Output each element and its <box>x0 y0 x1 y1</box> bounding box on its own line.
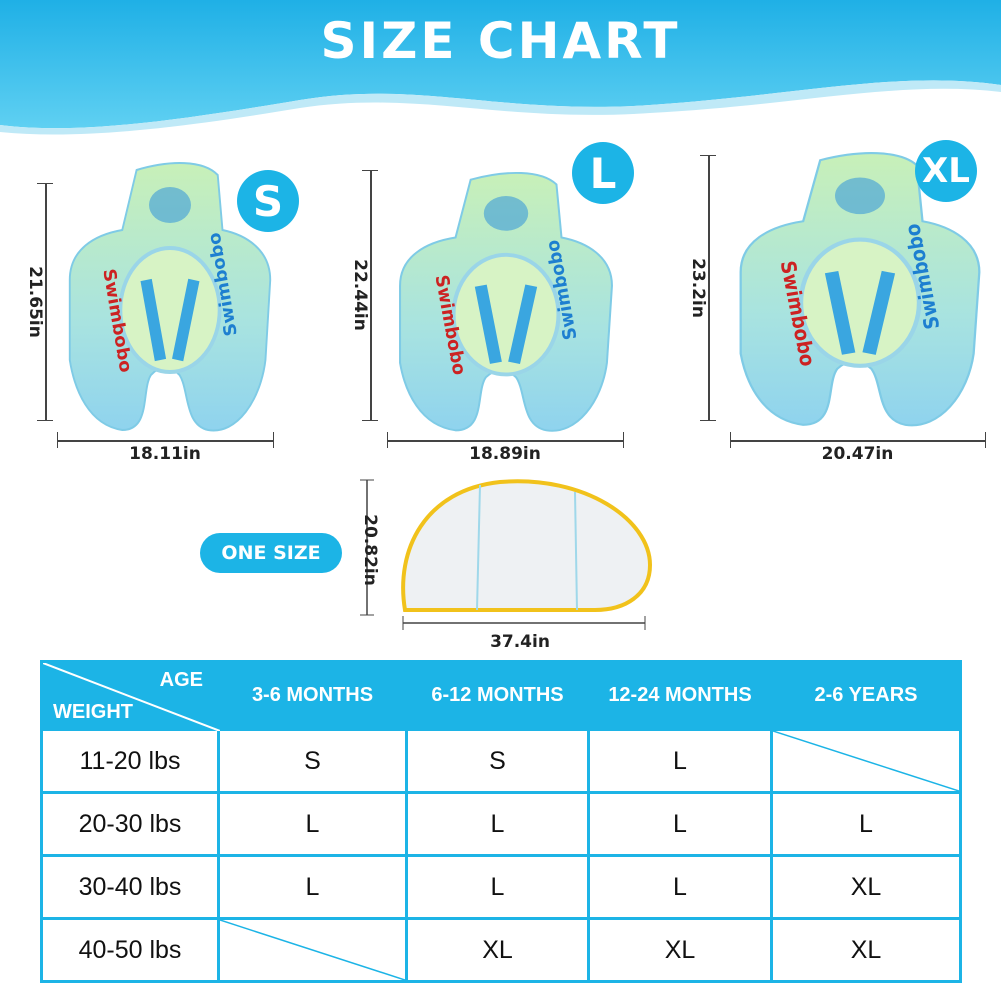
age-label: AGE <box>159 669 203 691</box>
weight-cell: 40-50 lbs <box>40 917 220 983</box>
width-dimension-line <box>57 440 273 442</box>
size-cell: S <box>405 728 590 794</box>
weight-cell: 30-40 lbs <box>40 854 220 920</box>
height-label: 22.44in <box>350 259 370 331</box>
float-image: Swimbobo Swimbobo <box>739 152 981 427</box>
canopy-width-label: 37.4in <box>490 632 550 652</box>
size-cell: L <box>405 791 590 857</box>
table-row: 40-50 lbs XL XL XL <box>40 917 962 983</box>
size-badge: S <box>237 170 299 232</box>
size-cell: XL <box>587 917 773 983</box>
width-dimension-line <box>730 440 985 442</box>
empty-cell <box>770 728 962 794</box>
one-size-badge: ONE SIZE <box>200 533 342 573</box>
weight-cell: 11-20 lbs <box>40 728 220 794</box>
width-dimension-line <box>387 440 623 442</box>
size-cell: XL <box>770 917 962 983</box>
size-cell: L <box>217 791 408 857</box>
corner-cell: AGE WEIGHT <box>40 660 220 731</box>
canopy-image <box>360 479 653 630</box>
height-dimension-line <box>708 155 710 420</box>
table-row: 30-40 lbs L L L XL <box>40 854 962 920</box>
size-cell: S <box>217 728 408 794</box>
height-dimension-line <box>45 183 47 420</box>
float-image: Swimbobo Swimbobo <box>68 162 272 432</box>
size-badge: XL <box>915 140 977 202</box>
width-label: 18.89in <box>469 444 541 464</box>
table-header-row: AGE WEIGHT 3-6 MONTHS 6-12 MONTHS 12-24 … <box>40 660 962 731</box>
size-cell: L <box>587 728 773 794</box>
width-label: 20.47in <box>821 444 894 464</box>
column-header: 2-6 YEARS <box>770 660 962 731</box>
column-header: 6-12 MONTHS <box>405 660 590 731</box>
size-cell: L <box>587 854 773 920</box>
size-cell: L <box>770 791 962 857</box>
size-cell: L <box>405 854 590 920</box>
size-cell: L <box>587 791 773 857</box>
float-image: Swimbobo Swimbobo <box>399 172 613 432</box>
height-label: 23.2in <box>688 257 708 318</box>
height-label: 21.65in <box>25 265 45 338</box>
column-header: 12-24 MONTHS <box>587 660 773 731</box>
page-title: SIZE CHART <box>320 12 681 70</box>
size-badge: L <box>572 142 634 204</box>
width-label: 18.11in <box>129 444 201 464</box>
size-cell: L <box>217 854 408 920</box>
size-cell: XL <box>405 917 590 983</box>
table-row: 20-30 lbs L L L L <box>40 791 962 857</box>
empty-cell <box>217 917 408 983</box>
table-row: 11-20 lbs S S L <box>40 728 962 794</box>
weight-label: WEIGHT <box>53 701 133 723</box>
weight-cell: 20-30 lbs <box>40 791 220 857</box>
height-dimension-line <box>370 170 372 420</box>
size-table: AGE WEIGHT 3-6 MONTHS 6-12 MONTHS 12-24 … <box>40 660 962 983</box>
canopy-height-label: 20.82in <box>360 514 380 586</box>
size-cell: XL <box>770 854 962 920</box>
header-wave <box>0 0 1001 135</box>
column-header: 3-6 MONTHS <box>217 660 408 731</box>
